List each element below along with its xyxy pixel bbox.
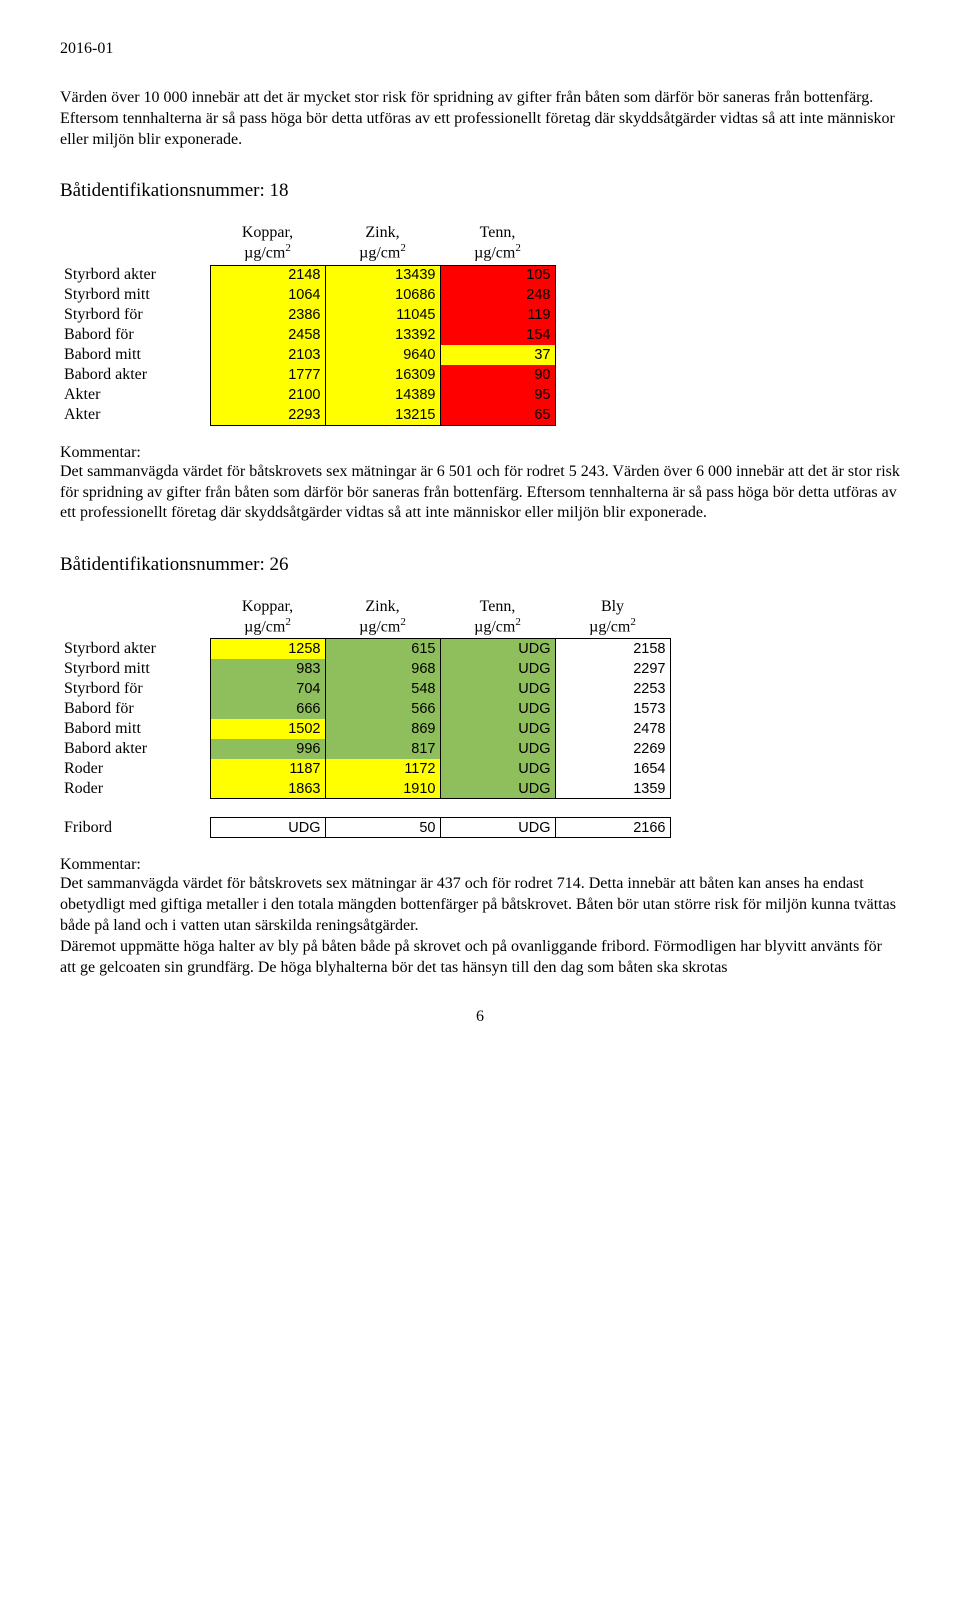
table-header: Koppar,µg/cm2 bbox=[210, 222, 325, 265]
table-header: Koppar,µg/cm2 bbox=[210, 596, 325, 639]
table-header: Blyµg/cm2 bbox=[555, 596, 670, 639]
table-row-label: Roder bbox=[60, 779, 210, 799]
table-cell: 615 bbox=[325, 639, 440, 659]
table-row-label: Fribord bbox=[60, 818, 210, 838]
table-cell: UDG bbox=[440, 779, 555, 799]
table-cell: 13215 bbox=[325, 405, 440, 425]
table-18: Koppar,µg/cm2Zink,µg/cm2Tenn,µg/cm2 Styrb… bbox=[60, 222, 556, 425]
table-cell: 1172 bbox=[325, 759, 440, 779]
table-cell: 2458 bbox=[210, 325, 325, 345]
table-row-label: Babord mitt bbox=[60, 345, 210, 365]
table-cell: 704 bbox=[210, 679, 325, 699]
table-cell: 50 bbox=[325, 818, 440, 838]
table-cell: UDG bbox=[440, 659, 555, 679]
table-row-label: Babord akter bbox=[60, 739, 210, 759]
table-row-label: Akter bbox=[60, 405, 210, 425]
comment-label-26: Kommentar: bbox=[60, 856, 900, 874]
table-26-extra: FribordUDG50UDG2166 bbox=[60, 817, 671, 838]
table-header: Tenn,µg/cm2 bbox=[440, 596, 555, 639]
table-cell: UDG bbox=[440, 818, 555, 838]
table-cell: 996 bbox=[210, 739, 325, 759]
table-row-label: Styrbord mitt bbox=[60, 659, 210, 679]
table-cell: UDG bbox=[440, 759, 555, 779]
table-row-label: Babord för bbox=[60, 699, 210, 719]
table-cell: UDG bbox=[440, 739, 555, 759]
table-cell: 2148 bbox=[210, 265, 325, 285]
table-cell: 13439 bbox=[325, 265, 440, 285]
table-cell: 817 bbox=[325, 739, 440, 759]
table-row-label: Styrbord akter bbox=[60, 265, 210, 285]
table-row-label: Babord mitt bbox=[60, 719, 210, 739]
table-cell: UDG bbox=[440, 679, 555, 699]
table-row-label: Babord akter bbox=[60, 365, 210, 385]
table-header-blank bbox=[60, 222, 210, 265]
table-cell: 37 bbox=[440, 345, 555, 365]
date-header: 2016-01 bbox=[60, 40, 900, 58]
table-cell: 1258 bbox=[210, 639, 325, 659]
table-cell: 95 bbox=[440, 385, 555, 405]
table-cell: 1863 bbox=[210, 779, 325, 799]
table-cell: 1359 bbox=[555, 779, 670, 799]
table-cell: 1187 bbox=[210, 759, 325, 779]
table-row-label: Styrbord mitt bbox=[60, 285, 210, 305]
table-cell: 13392 bbox=[325, 325, 440, 345]
table-cell: 2269 bbox=[555, 739, 670, 759]
table-cell: 1502 bbox=[210, 719, 325, 739]
section-26-title: Båtidentifikationsnummer: 26 bbox=[60, 554, 900, 576]
table-row-label: Akter bbox=[60, 385, 210, 405]
table-cell: 1573 bbox=[555, 699, 670, 719]
table-cell: 1064 bbox=[210, 285, 325, 305]
table-cell: 2166 bbox=[555, 818, 670, 838]
table-cell: UDG bbox=[440, 639, 555, 659]
table-cell: UDG bbox=[440, 719, 555, 739]
comment-label-18: Kommentar: bbox=[60, 444, 900, 462]
table-cell: 11045 bbox=[325, 305, 440, 325]
table-cell: UDG bbox=[210, 818, 325, 838]
table-cell: 566 bbox=[325, 699, 440, 719]
table-row-label: Styrbord för bbox=[60, 679, 210, 699]
table-cell: 983 bbox=[210, 659, 325, 679]
table-cell: 16309 bbox=[325, 365, 440, 385]
table-header: Zink,µg/cm2 bbox=[325, 222, 440, 265]
table-row-label: Styrbord akter bbox=[60, 639, 210, 659]
table-cell: 1910 bbox=[325, 779, 440, 799]
table-cell: 548 bbox=[325, 679, 440, 699]
page-number: 6 bbox=[60, 1008, 900, 1026]
table-cell: 10686 bbox=[325, 285, 440, 305]
comment-body-26: Det sammanvägda värdet för båtskrovets s… bbox=[60, 874, 900, 978]
table-cell: 2103 bbox=[210, 345, 325, 365]
table-cell: 968 bbox=[325, 659, 440, 679]
table-cell: 2100 bbox=[210, 385, 325, 405]
table-cell: 1654 bbox=[555, 759, 670, 779]
table-cell: 9640 bbox=[325, 345, 440, 365]
table-cell: 2386 bbox=[210, 305, 325, 325]
table-cell: 105 bbox=[440, 265, 555, 285]
table-cell: 2478 bbox=[555, 719, 670, 739]
table-row-label: Babord för bbox=[60, 325, 210, 345]
table-header: Zink,µg/cm2 bbox=[325, 596, 440, 639]
table-cell: 248 bbox=[440, 285, 555, 305]
table-cell: 2297 bbox=[555, 659, 670, 679]
table-cell: 14389 bbox=[325, 385, 440, 405]
comment-body-18: Det sammanvägda värdet för båtskrovets s… bbox=[60, 462, 900, 524]
table-row-label: Roder bbox=[60, 759, 210, 779]
table-cell: 154 bbox=[440, 325, 555, 345]
table-cell: 2158 bbox=[555, 639, 670, 659]
table-cell: UDG bbox=[440, 699, 555, 719]
intro-paragraph: Värden över 10 000 innebär att det är my… bbox=[60, 88, 900, 150]
table-cell: 2293 bbox=[210, 405, 325, 425]
table-cell: 119 bbox=[440, 305, 555, 325]
table-header-blank bbox=[60, 596, 210, 639]
table-cell: 90 bbox=[440, 365, 555, 385]
table-cell: 1777 bbox=[210, 365, 325, 385]
table-cell: 869 bbox=[325, 719, 440, 739]
table-cell: 2253 bbox=[555, 679, 670, 699]
table-row-label: Styrbord för bbox=[60, 305, 210, 325]
section-18-title: Båtidentifikationsnummer: 18 bbox=[60, 180, 900, 202]
table-header: Tenn,µg/cm2 bbox=[440, 222, 555, 265]
table-cell: 666 bbox=[210, 699, 325, 719]
table-cell: 65 bbox=[440, 405, 555, 425]
table-26: Koppar,µg/cm2Zink,µg/cm2Tenn,µg/cm2Blyµg… bbox=[60, 596, 671, 799]
